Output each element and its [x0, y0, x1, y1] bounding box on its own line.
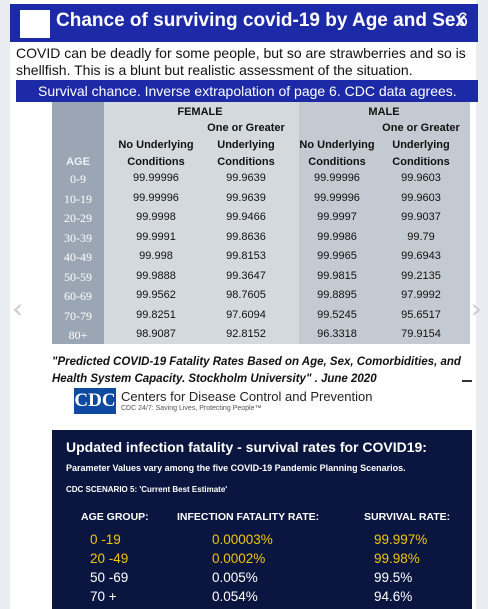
table-cell: 99.9998	[136, 211, 176, 223]
table-cell: 99.9639	[226, 172, 266, 184]
cdc-logo: CDC	[74, 388, 116, 414]
cdc-panel-title: Updated infection fatality - survival ra…	[66, 439, 427, 455]
f-one-header-2: Underlying	[217, 139, 275, 151]
cdc-col-age: AGE GROUP:	[81, 511, 149, 523]
table-cell: 99.9997	[317, 211, 357, 223]
age-group-cell: 30-39	[64, 230, 92, 245]
page-title: Chance of surviving covid-19 by Age and …	[56, 10, 467, 31]
table-cell: 99.9562	[136, 289, 176, 301]
citation: "Predicted COVID-19 Fatality Rates Based…	[52, 356, 461, 385]
cdc-row-ifr: 0.054%	[212, 589, 258, 604]
table-cell: 99.998	[139, 250, 173, 262]
table-cell: 99.9815	[317, 269, 357, 282]
table-cell: 99.9639	[226, 191, 266, 204]
table-cell: 97.6094	[226, 308, 266, 321]
age-header: AGE	[66, 156, 90, 168]
m-none-header-2: Conditions	[308, 156, 366, 168]
f-none-header-1: No Underlying	[118, 139, 194, 151]
table-cell: 99.8251	[136, 308, 176, 321]
table-cell: 99.9965	[317, 250, 357, 262]
table-cell: 99.99996	[133, 191, 179, 204]
survival-table: FEMALE MALE One or Greater One or Greate…	[52, 102, 470, 344]
title-bar: Chance of surviving covid-19 by Age and …	[10, 4, 478, 42]
age-column-bg	[52, 102, 104, 344]
cdc-row-ifr: 0.005%	[212, 570, 258, 585]
age-group-cell: 50-59	[64, 269, 92, 284]
cdc-tagline: CDC 24/7: Saving Lives, Protecting Peopl…	[121, 405, 262, 412]
chevron-left-icon[interactable]: ‹	[12, 292, 24, 325]
table-cell: 98.7605	[226, 289, 266, 301]
table-cell: 98.9087	[136, 328, 176, 340]
table-cell: 99.3647	[226, 269, 266, 282]
page-frame-right	[476, 0, 488, 609]
cdc-name: Centers for Disease Control and Preventi…	[121, 389, 373, 404]
cdc-row-survival: 94.6%	[374, 589, 413, 604]
table-cell: 99.79	[407, 230, 435, 243]
cdc-col-survival: SURVIVAL RATE:	[364, 511, 451, 523]
table-cell: 99.8153	[226, 250, 266, 262]
cdc-panel: Updated infection fatality - survival ra…	[52, 430, 472, 609]
page-frame-left	[0, 0, 10, 609]
cdc-row-ifr: 0.00003%	[212, 532, 273, 547]
age-group-cell: 70-79	[64, 308, 92, 323]
table-cell: 99.9991	[136, 230, 176, 243]
cdc-row-age: 0 -19	[90, 532, 121, 547]
table-cell: 99.9466	[226, 211, 266, 223]
cdc-col-ifr: INFECTION FATALITY RATE:	[177, 511, 320, 523]
m-one-header-2: Underlying	[392, 139, 450, 151]
title-square-icon	[20, 10, 50, 38]
table-cell: 99.8895	[317, 289, 357, 301]
table-cell: 99.9888	[136, 269, 176, 282]
male-column-bg	[299, 102, 470, 344]
cdc-row-survival: 99.98%	[374, 551, 420, 566]
table-cell: 79.9154	[401, 328, 441, 340]
intro-text: COVID can be deadly for some people, but…	[16, 45, 466, 78]
subtitle-bar: Survival chance. Inverse extrapolation o…	[16, 80, 478, 102]
cdc-row-survival: 99.997%	[374, 532, 428, 547]
female-header: FEMALE	[177, 106, 223, 118]
m-one-header-3: Conditions	[392, 156, 450, 168]
table-cell: 96.3318	[317, 328, 357, 340]
table-cell: 99.99996	[314, 191, 360, 204]
m-one-header-1: One or Greater	[382, 122, 460, 134]
divider	[462, 380, 472, 382]
age-group-cell: 80+	[68, 328, 88, 342]
table-cell: 95.6517	[401, 308, 441, 321]
age-group-cell: 20-29	[64, 211, 92, 225]
table-cell: 99.6943	[401, 250, 441, 262]
f-one-header-1: One or Greater	[207, 122, 285, 134]
cdc-row-age: 50 -69	[90, 570, 129, 585]
f-one-header-3: Conditions	[217, 156, 275, 168]
chevron-right-icon[interactable]: ›	[470, 292, 482, 325]
table-cell: 99.9603	[401, 191, 441, 204]
age-group-cell: 0-9	[70, 172, 86, 186]
table-cell: 92.8152	[226, 328, 266, 340]
age-group-cell: 10-19	[64, 191, 92, 206]
cdc-row-survival: 99.5%	[374, 570, 413, 585]
cdc-row-age: 20 -49	[90, 551, 129, 566]
table-cell: 99.8636	[226, 230, 266, 243]
cdc-scenario: CDC SCENARIO 5: 'Current Best Estimate'	[66, 485, 228, 494]
m-none-header-1: No Underlying	[299, 139, 375, 151]
table-cell: 99.99996	[314, 172, 360, 184]
table-cell: 99.99996	[133, 172, 179, 184]
male-header: MALE	[368, 106, 400, 118]
f-none-header-2: Conditions	[127, 156, 185, 168]
table-cell: 99.9986	[317, 230, 357, 243]
table-cell: 99.2135	[401, 269, 441, 282]
age-group-cell: 40-49	[64, 250, 92, 264]
table-cell: 99.9603	[401, 172, 441, 184]
table-cell: 97.9992	[401, 289, 441, 301]
age-group-cell: 60-69	[64, 289, 92, 303]
page-number: 6	[457, 10, 468, 31]
table-cell: 99.5245	[317, 308, 357, 321]
cdc-row-age: 70 +	[90, 589, 117, 604]
table-cell: 99.9037	[401, 211, 441, 223]
cdc-row-ifr: 0.0002%	[212, 551, 266, 566]
cdc-panel-subtitle: Parameter Values vary among the five COV…	[66, 463, 406, 473]
